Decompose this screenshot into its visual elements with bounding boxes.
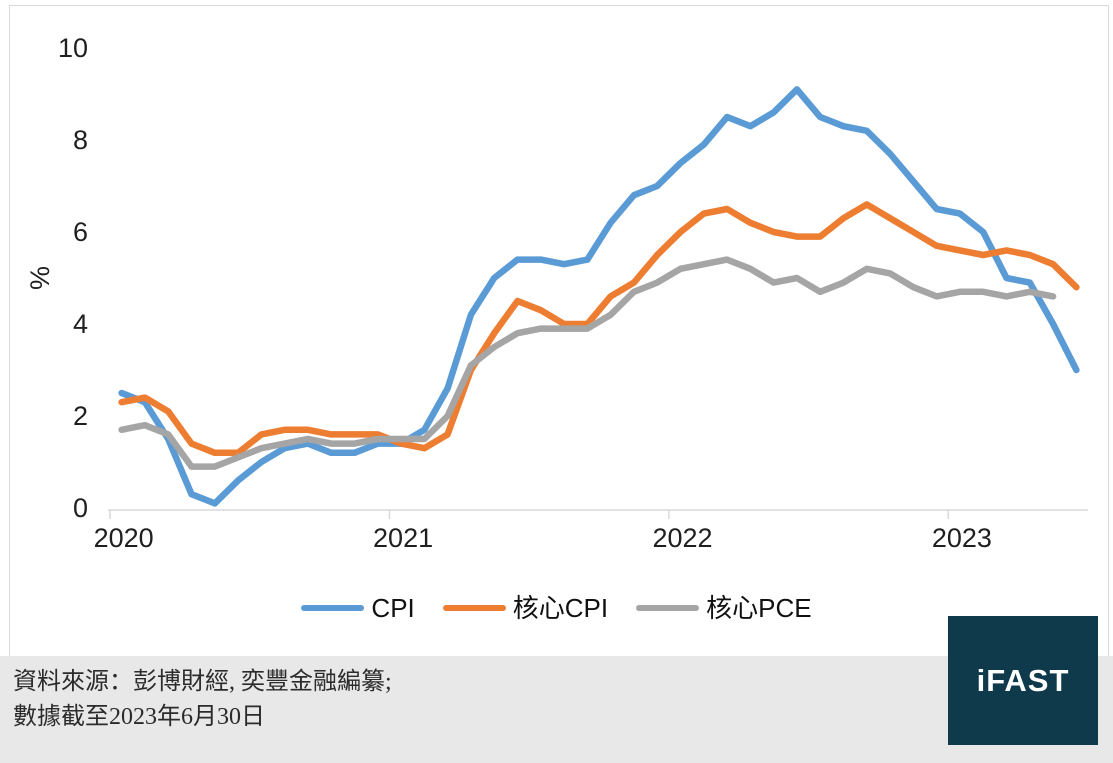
- core-cpi-line-swatch-icon: [442, 605, 506, 611]
- cpi-line-swatch-icon: [301, 605, 365, 611]
- legend-label-core-cpi: 核心CPI: [512, 593, 609, 623]
- svg-text:2022: 2022: [652, 523, 712, 553]
- svg-text:10: 10: [58, 33, 88, 63]
- svg-text:6: 6: [73, 217, 88, 247]
- chart-legend: CPI 核心CPI 核心PCE: [0, 588, 1113, 628]
- line-chart-plot: 2020 2021 2022 2023 0 2 4 6 8 10: [58, 33, 1088, 553]
- legend-item-core-cpi: 核心CPI: [442, 593, 609, 623]
- svg-text:4: 4: [73, 309, 88, 339]
- svg-text:2020: 2020: [94, 523, 154, 553]
- legend-item-core-pce: 核心PCE: [636, 593, 812, 623]
- ifast-logo: iFAST: [948, 616, 1098, 745]
- core-pce-line-swatch-icon: [636, 605, 700, 611]
- ifast-logo-text: iFAST: [976, 662, 1070, 698]
- y-axis-title: %: [25, 266, 55, 291]
- source-line-2: 數據截至2023年6月30日: [13, 704, 265, 730]
- svg-text:2021: 2021: [373, 523, 433, 553]
- source-text: 資料來源：彭博財經, 奕豐金融編纂; 數據截至2023年6月30日: [13, 665, 392, 735]
- legend-label-cpi: CPI: [371, 593, 415, 623]
- legend-item-cpi: CPI: [301, 593, 415, 623]
- source-line-1: 資料來源：彭博財經, 奕豐金融編纂;: [13, 669, 392, 695]
- svg-text:2: 2: [73, 401, 88, 431]
- legend-label-core-pce: 核心PCE: [706, 593, 812, 623]
- svg-text:2023: 2023: [932, 523, 992, 553]
- svg-text:0: 0: [73, 493, 88, 523]
- svg-text:8: 8: [73, 125, 88, 155]
- source-footer: 資料來源：彭博財經, 奕豐金融編纂; 數據截至2023年6月30日: [0, 656, 1113, 763]
